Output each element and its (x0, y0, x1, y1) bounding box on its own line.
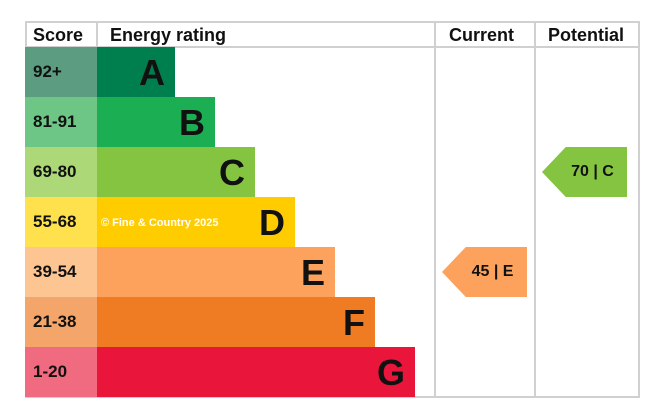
score-range-b: 81-91 (25, 97, 97, 147)
band-bar-a: A (97, 47, 175, 97)
band-bar-g: G (97, 347, 415, 397)
score-range-e: 39-54 (25, 247, 97, 297)
band-bar-e: E (97, 247, 335, 297)
border-top (25, 21, 640, 23)
header-current: Current (449, 25, 515, 45)
score-range-c: 69-80 (25, 147, 97, 197)
score-range-g: 1-20 (25, 347, 97, 397)
watermark: © Fine & Country 2025 (101, 217, 219, 229)
current-rating-arrow: 45 | E (442, 247, 527, 297)
band-bar-d: D (97, 197, 295, 247)
potential-rating-arrow: 70 | C (542, 147, 627, 197)
score-range-f: 21-38 (25, 297, 97, 347)
score-divider (96, 21, 98, 47)
header-energy-rating: Energy rating (110, 25, 227, 45)
band-bar-f: F (97, 297, 375, 347)
header-divider (25, 46, 640, 48)
border-left (25, 21, 27, 47)
band-bar-b: B (97, 97, 215, 147)
band-bar-c: C (97, 147, 255, 197)
header-score: Score (33, 25, 84, 45)
current-divider (434, 21, 436, 398)
score-range-a: 92+ (25, 47, 97, 97)
score-range-d: 55-68 (25, 197, 97, 247)
potential-divider (534, 21, 536, 398)
header-potential: Potential (548, 25, 625, 45)
border-bottom (25, 396, 640, 398)
border-right (638, 21, 640, 398)
